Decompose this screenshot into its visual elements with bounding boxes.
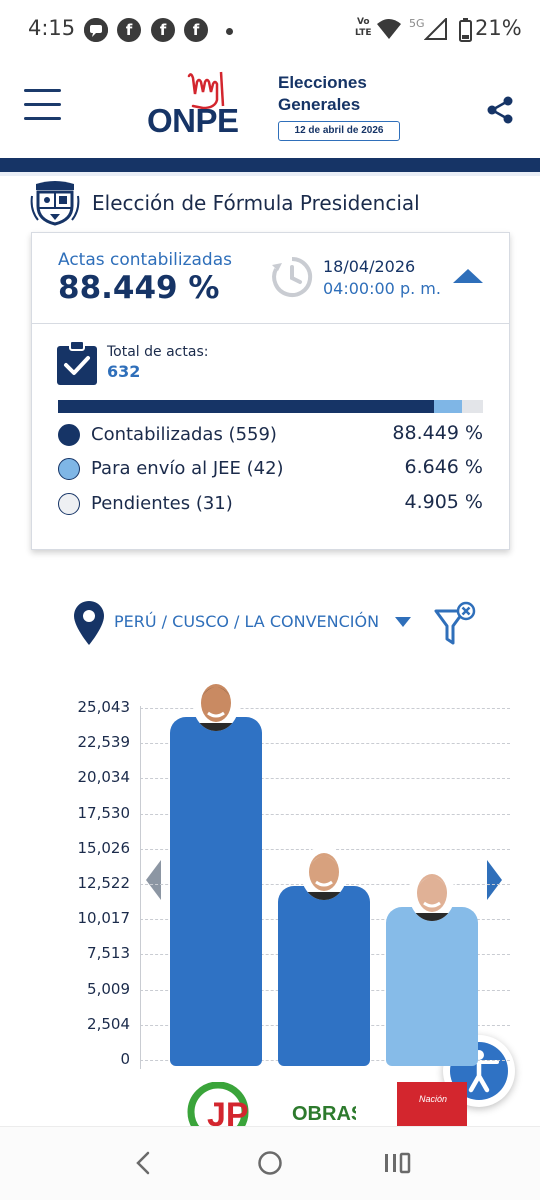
summary-card-header: Actas contabilizadas 88.449 % 18/04/2026… — [32, 233, 509, 324]
battery-icon — [459, 18, 472, 42]
y-tick-label: 10,017 — [77, 909, 131, 928]
volte-indicator: Vo LTE — [355, 17, 372, 38]
svg-text:JP: JP — [207, 1096, 249, 1128]
app-header: ONPE Elecciones Generales 12 de abril de… — [0, 62, 540, 158]
legend-pendientes: Pendientes (31) 4.905 % — [58, 490, 483, 518]
chart-gridline — [140, 813, 510, 815]
y-tick-label: 7,513 — [87, 944, 130, 963]
clipboard-check-icon — [57, 341, 97, 385]
menu-icon[interactable] — [24, 89, 61, 121]
svg-text:Nación: Nación — [419, 1094, 447, 1104]
legend-contabilizadas: Contabilizadas (559) 88.449 % — [58, 421, 483, 449]
svg-text:OBRAS: OBRAS — [292, 1103, 356, 1125]
share-icon[interactable] — [484, 94, 516, 126]
summary-card: Actas contabilizadas 88.449 % 18/04/2026… — [31, 232, 510, 550]
legend-dot-pendientes — [58, 493, 80, 515]
chart-bar[interactable] — [278, 886, 370, 1066]
chart-prev-arrow-icon[interactable] — [146, 860, 161, 900]
peru-coat-of-arms-icon — [30, 181, 80, 226]
legend-label: Contabilizadas (559) — [91, 424, 277, 445]
update-time: 04:00:00 p. m. — [323, 279, 441, 298]
legend-jee: Para envío al JEE (42) 6.646 % — [58, 455, 483, 483]
chart-next-arrow-icon[interactable] — [487, 860, 502, 900]
actas-percentage: 88.449 % — [58, 270, 220, 306]
clock-history-icon — [272, 256, 313, 297]
actas-label: Actas contabilizadas — [58, 250, 232, 270]
facebook-icon: f — [151, 18, 175, 42]
candidate-photo — [409, 867, 455, 922]
location-path[interactable]: PERÚ / CUSCO / LA CONVENCIÓN — [114, 612, 380, 631]
y-tick-label: 25,043 — [77, 698, 131, 716]
recents-icon[interactable] — [382, 1149, 412, 1177]
legend-value: 6.646 % — [404, 456, 484, 478]
progress-contabilizadas — [58, 400, 434, 413]
party-logo-obras[interactable]: OBRAS — [290, 1098, 356, 1128]
y-tick-label: 22,539 — [77, 733, 131, 752]
status-time: 4:15 — [28, 16, 76, 40]
chart-gridline — [140, 708, 510, 709]
location-selector: PERÚ / CUSCO / LA CONVENCIÓN — [72, 597, 482, 649]
y-tick-label: 15,026 — [77, 838, 131, 857]
onpe-hand-logo-icon — [187, 71, 225, 110]
onpe-logo: ONPE — [147, 102, 239, 139]
battery-percent: 21% — [475, 16, 522, 40]
header-rule — [0, 158, 540, 172]
clear-filter-icon[interactable] — [434, 601, 478, 647]
party-logo-nacion[interactable]: Nación — [397, 1082, 467, 1128]
chart-y-axis — [140, 706, 141, 1069]
legend-label: Pendientes (31) — [91, 493, 233, 514]
party-logos-row: JP OBRAS Nación — [0, 1080, 540, 1128]
y-tick-label: 20,034 — [77, 768, 131, 787]
facebook-icon: f — [184, 18, 208, 42]
legend-value: 4.905 % — [404, 491, 484, 513]
chart-gridline — [140, 743, 510, 745]
y-tick-label: 5,009 — [87, 979, 130, 998]
section-title-text: Elección de Fórmula Presidencial — [92, 191, 420, 215]
home-icon[interactable] — [256, 1149, 284, 1177]
y-tick-label: 2,504 — [87, 1014, 130, 1033]
total-actas-value: 632 — [107, 362, 141, 381]
y-tick-label: 12,522 — [77, 874, 131, 892]
progress-pendientes — [462, 400, 483, 413]
y-tick-label: 17,530 — [77, 803, 131, 822]
total-actas-label: Total de actas: — [107, 344, 209, 360]
chart-gridline — [140, 778, 510, 780]
y-tick-label: 0 — [120, 1050, 130, 1068]
legend-value: 88.449 % — [392, 422, 483, 444]
candidate-photo — [193, 677, 239, 732]
collapse-caret-icon[interactable] — [453, 269, 483, 283]
more-notifications-icon — [226, 28, 233, 35]
legend-label: Para envío al JEE (42) — [91, 458, 284, 479]
back-icon[interactable] — [131, 1149, 155, 1177]
actas-progress-bar — [58, 400, 483, 413]
signal-icon — [424, 18, 447, 40]
legend-dot-contabilizadas — [58, 424, 80, 446]
android-nav-bar — [0, 1126, 540, 1200]
header-rule-light — [0, 172, 540, 176]
legend-dot-jee — [58, 458, 80, 480]
results-bar-chart: 25,043 22,539 20,034 17,530 15,026 12,522 10,0… — [0, 660, 540, 1130]
chart-bar[interactable] — [386, 907, 478, 1066]
status-bar: 4:15 f f f Vo LTE 5G 21% — [0, 0, 540, 62]
elecciones-title: Elecciones Generales — [278, 72, 367, 116]
location-pin-icon — [74, 601, 104, 645]
facebook-icon: f — [117, 18, 141, 42]
network-5g-label: 5G — [409, 17, 425, 30]
update-date: 18/04/2026 — [323, 257, 416, 276]
candidate-photo — [301, 846, 347, 901]
title-line-1: Elecciones — [278, 73, 367, 92]
title-line-2: Generales — [278, 95, 361, 114]
election-date-badge: 12 de abril de 2026 — [278, 121, 400, 141]
chat-bubble-icon — [84, 18, 108, 42]
location-dropdown-icon[interactable] — [395, 617, 411, 627]
progress-jee — [433, 400, 463, 413]
wifi-icon — [377, 19, 401, 39]
chart-bar[interactable] — [170, 717, 262, 1066]
party-logo-juntos-por-el-peru[interactable]: JP — [187, 1082, 249, 1128]
